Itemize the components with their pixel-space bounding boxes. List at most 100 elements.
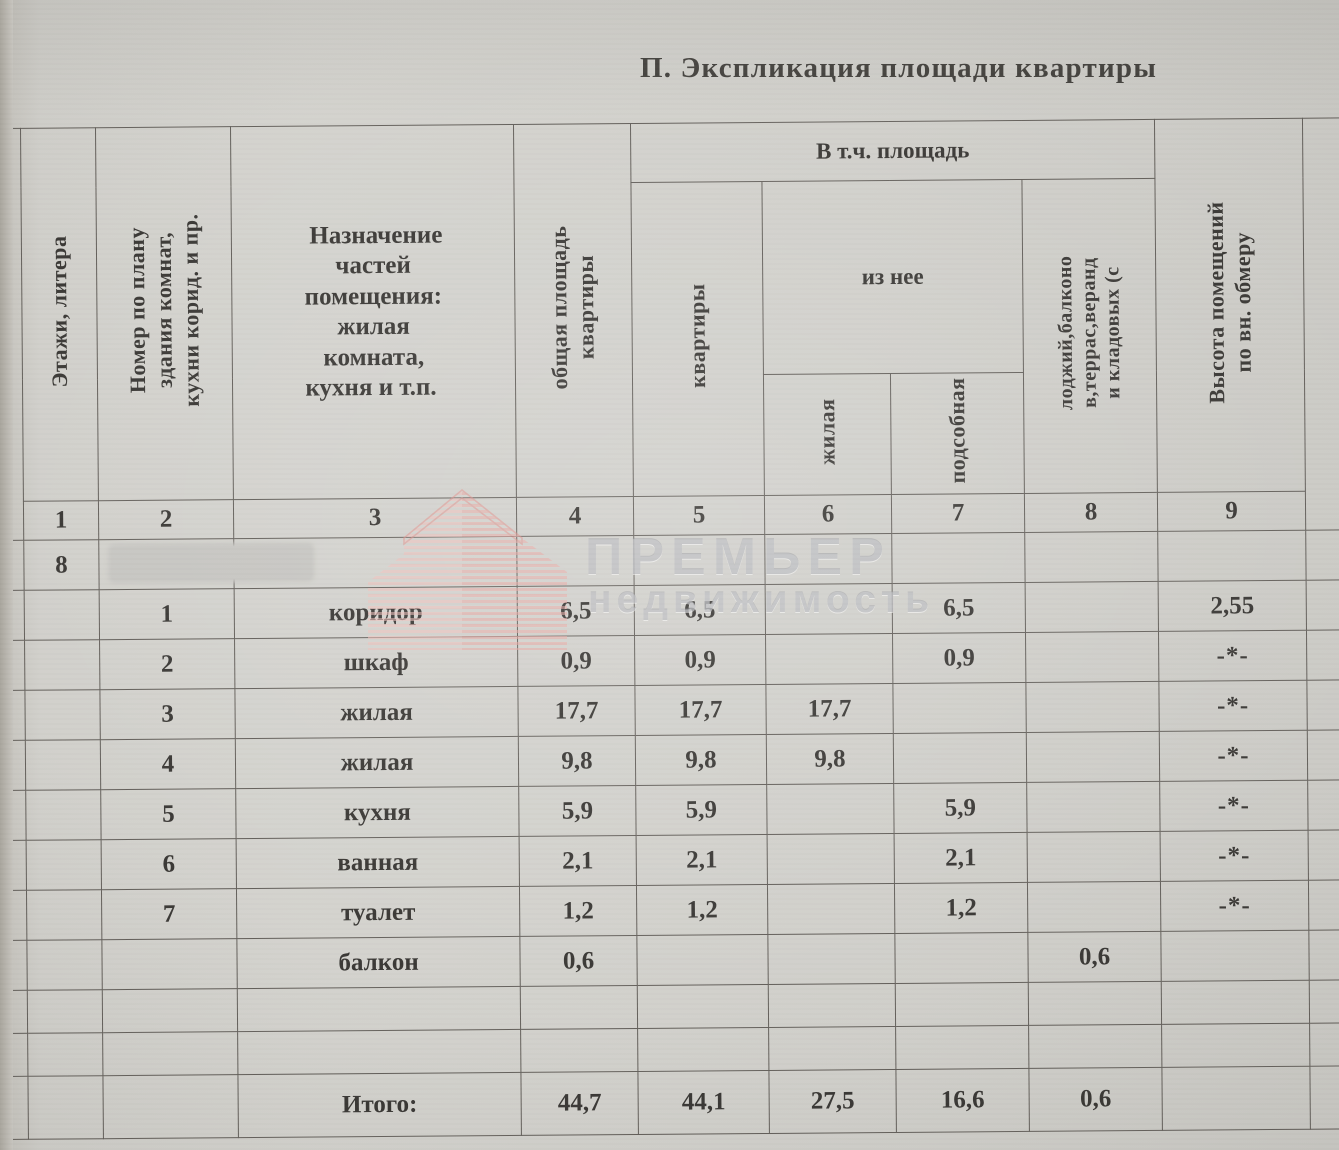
header-band-top: Этажи, литера Номер по плану здания комн… <box>0 117 1339 541</box>
cell-utility <box>891 532 1026 584</box>
cell-floor <box>27 1032 103 1077</box>
cell-apartment <box>633 534 766 586</box>
cell-height <box>1157 530 1307 582</box>
total-c9 <box>1161 1066 1311 1131</box>
cell-utility: 2,1 <box>894 832 1028 884</box>
col-header-utility-label: подсобная <box>943 377 970 484</box>
outer-right-cell <box>1307 779 1339 831</box>
outer-right-cell <box>1309 979 1339 1024</box>
cell-floor <box>24 589 100 641</box>
cell-total-area: 2,1 <box>519 835 637 887</box>
outer-margin-cell <box>2 590 25 641</box>
table-total-row: Итого: 44,7 44,1 27,5 16,6 0,6 <box>5 1065 1339 1140</box>
cell-utility <box>894 932 1029 984</box>
cell-height: -*- <box>1159 780 1309 832</box>
col-header-living: жилая <box>763 373 892 496</box>
outer-right-cell <box>1305 529 1339 581</box>
cell-total-area: 0,9 <box>517 635 635 687</box>
cell-total-area <box>520 985 638 1030</box>
col-header-ceiling-height: Высота помещений по вн. обмеру <box>1154 118 1306 493</box>
outer-margin-cell <box>3 790 27 841</box>
outer-right-cell <box>1308 829 1339 881</box>
col-header-ceiling-height-label: Высота помещений по вн. обмеру <box>1202 201 1256 404</box>
cell-living <box>767 933 896 985</box>
cell-apartment: 17,7 <box>634 684 767 736</box>
cell-plan-number: 7 <box>101 888 237 940</box>
cell-utility <box>895 1025 1029 1070</box>
cell-balcony <box>1027 831 1161 883</box>
cell-purpose: ванная <box>236 836 520 889</box>
cell-floor <box>25 789 102 841</box>
cell-total-area: 1,2 <box>519 885 637 937</box>
cell-apartment: 1,2 <box>636 884 768 936</box>
outer-margin-cell <box>2 690 26 741</box>
group-header-included-area-label: В т.ч. площадь <box>815 137 970 164</box>
cell-plan-number: 1 <box>99 588 235 640</box>
col-header-purpose-label: Назначение частей помещения: жилая комна… <box>304 221 443 402</box>
cell-plan-number <box>102 1074 239 1139</box>
outer-margin-cell <box>1 540 25 591</box>
outer-right-cell <box>1308 879 1339 931</box>
outer-margin-cell <box>2 640 25 691</box>
outer-margin-cell <box>4 840 27 891</box>
cell-floor <box>24 639 100 691</box>
col-header-plan-number: Номер по плану здания комнат, кухни кори… <box>95 126 234 501</box>
cell-plan-number <box>98 538 312 590</box>
cell-balcony <box>1028 1024 1162 1069</box>
cell-living <box>768 983 896 1028</box>
col-header-balcony: лоджий,балконо в,террас,веранд и кладовы… <box>1021 178 1158 494</box>
cell-living <box>768 1026 896 1071</box>
col-header-balcony-label: лоджий,балконо в,террас,веранд и кладовы… <box>1053 255 1124 411</box>
total-label: Итого: <box>237 1072 522 1138</box>
page-title: П. Экспликация площади квартиры <box>640 52 1158 84</box>
col-header-utility: подсобная <box>890 372 1025 495</box>
col-header-apartment: квартиры <box>630 181 765 497</box>
cell-total-area: 5,9 <box>518 785 637 837</box>
cell-balcony: 0,6 <box>1027 931 1162 983</box>
cell-height: -*- <box>1160 830 1309 882</box>
cell-total-area <box>520 1028 638 1073</box>
cell-floor <box>27 989 103 1034</box>
explication-table-wrapper: Этажи, литера Номер по плану здания комн… <box>0 117 1339 1150</box>
cell-utility: 5,9 <box>893 782 1028 834</box>
cell-balcony <box>1025 581 1159 633</box>
cell-utility <box>895 982 1029 1027</box>
cell-living <box>765 633 893 685</box>
col-header-total-area: общая площадь квартиры <box>513 123 634 498</box>
cell-plan-number: 2 <box>99 638 235 690</box>
cell-floor <box>26 839 102 891</box>
cell-utility <box>893 732 1027 784</box>
cell-purpose <box>237 1029 521 1075</box>
cell-balcony <box>1027 881 1161 933</box>
cell-balcony <box>1025 631 1159 683</box>
total-c8: 0,6 <box>1028 1067 1163 1132</box>
outer-right-cell <box>1307 729 1339 781</box>
cell-balcony <box>1024 531 1159 583</box>
cell-height: 2,55 <box>1158 580 1307 632</box>
col-header-purpose: Назначение частей помещения: жилая комна… <box>230 124 517 500</box>
cell-height: -*- <box>1160 880 1309 932</box>
cell-purpose <box>237 986 521 1032</box>
cell-living <box>766 783 895 835</box>
colnum-7: 7 <box>891 493 1025 534</box>
cell-height: -*- <box>1158 680 1308 732</box>
colnum-4: 4 <box>516 496 634 537</box>
col-header-living-label: жилая <box>813 398 840 465</box>
total-c5: 44,1 <box>637 1070 770 1135</box>
col-header-plan-number-label: Номер по плану здания комнат, кухни кори… <box>123 213 204 408</box>
cell-living <box>767 833 895 885</box>
explication-table: Этажи, литера Номер по плану здания комн… <box>0 117 1339 1140</box>
cell-height <box>1161 980 1310 1025</box>
group-header-included-area: В т.ч. площадь <box>630 119 1155 183</box>
outer-margin-cell <box>5 1076 29 1140</box>
outer-margin-cell <box>3 740 26 791</box>
total-c4: 44,7 <box>520 1071 639 1136</box>
outer-margin-cell <box>4 940 28 991</box>
cell-living <box>767 883 895 935</box>
col-header-floor-label: Этажи, литера <box>45 235 72 388</box>
cell-total-area: 0,6 <box>519 935 638 987</box>
cell-total-area: 6,5 <box>517 585 635 637</box>
cell-purpose: кухня <box>235 786 520 839</box>
cell-balcony <box>1025 681 1160 733</box>
cell-apartment: 9,8 <box>635 734 767 786</box>
